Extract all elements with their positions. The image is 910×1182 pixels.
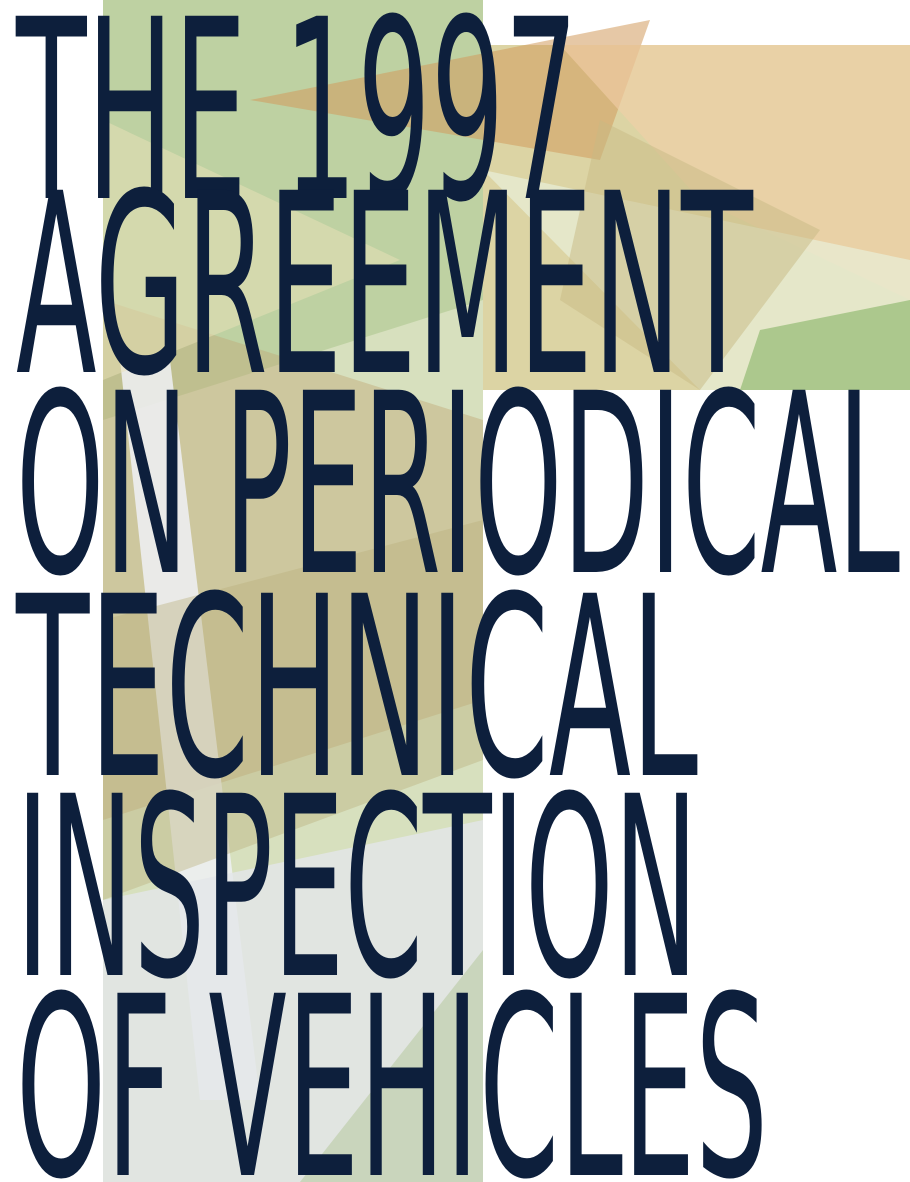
title-line: AGREEMENT <box>16 140 754 431</box>
title-line: INSPECTION <box>16 743 698 1034</box>
title-line: ON PERIODICAL <box>16 340 900 631</box>
title-line: OF VEHICLES <box>16 943 768 1182</box>
background-art <box>103 0 910 1182</box>
title-line: THE 1997 <box>16 0 578 257</box>
title-line: TECHNICAL <box>16 543 698 834</box>
